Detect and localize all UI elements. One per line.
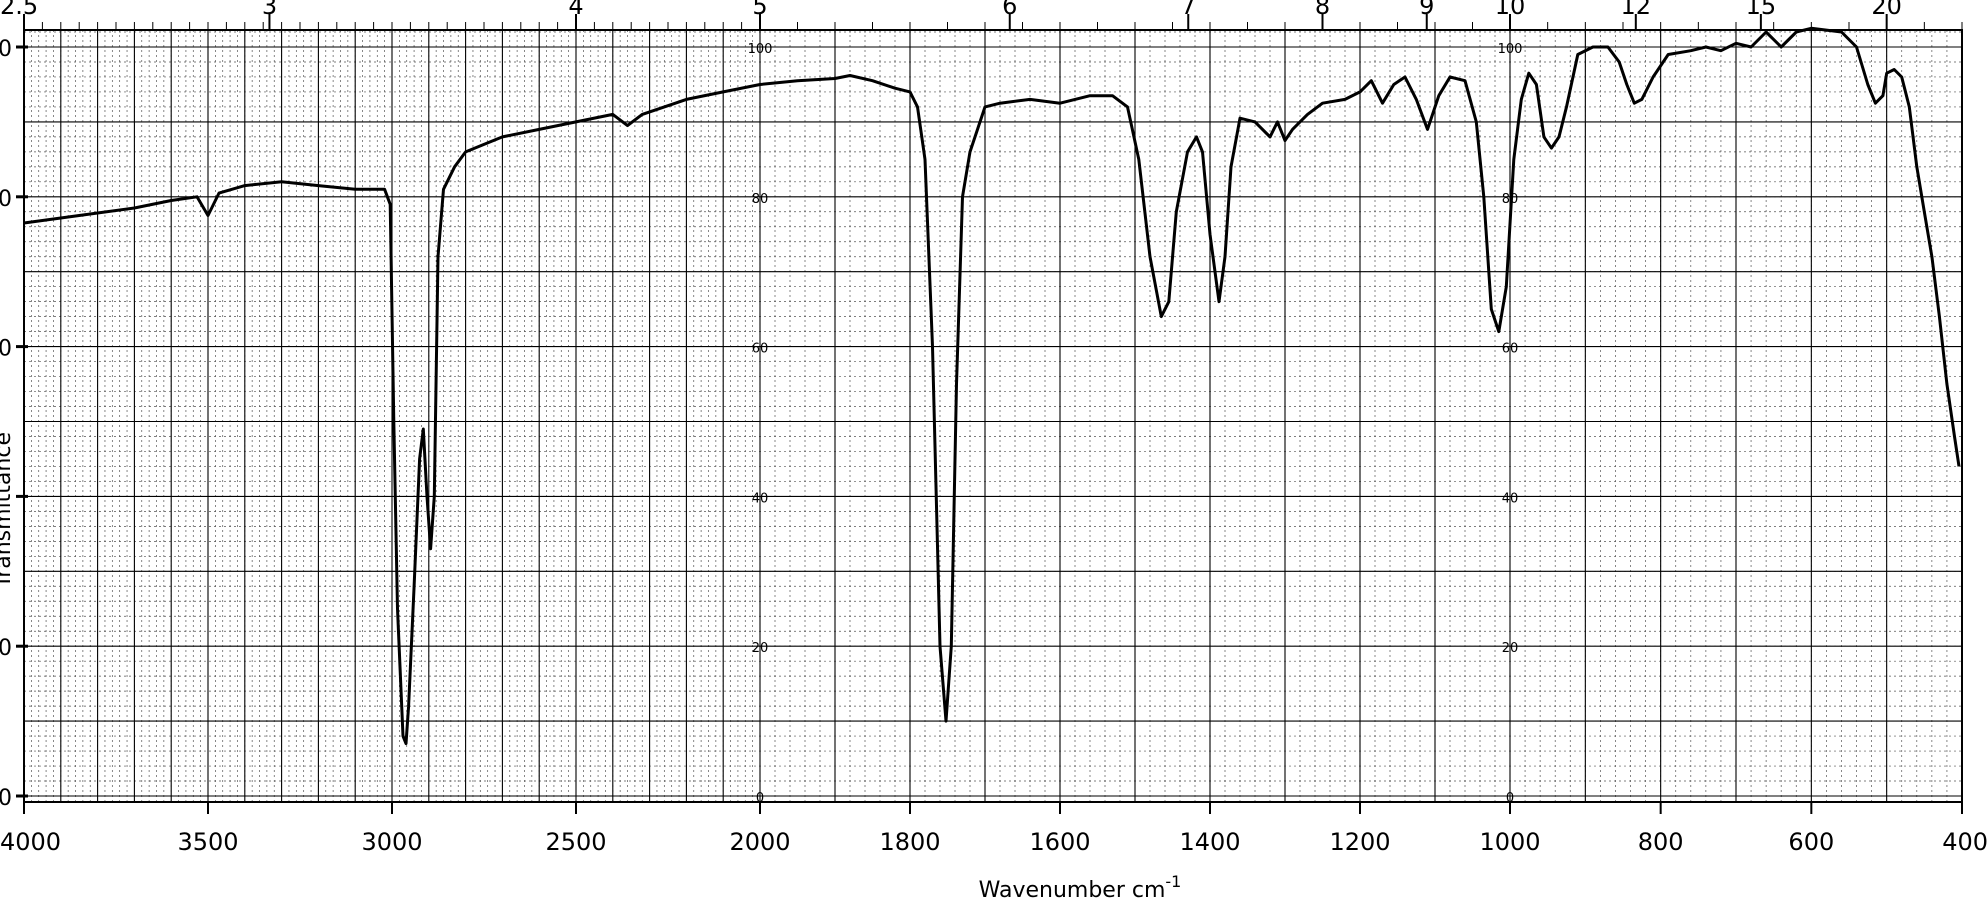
bottom-tick-label: 1400 [1179,828,1240,856]
top-tick-label: 6 [1002,0,1017,20]
top-tick-label: 2.5 [0,0,38,20]
inner-scale-label: 40 [1502,491,1519,506]
inner-scale-label: 40 [752,491,769,506]
bottom-tick-label: 800 [1638,828,1684,856]
top-tick-label: 9 [1419,0,1434,20]
left-marker-ticks [16,45,28,798]
inner-scale-label: 0 [1506,791,1514,806]
top-tick-label: 8 [1315,0,1330,20]
x-axis-label-text: Wavenumber cm [979,878,1166,900]
top-tick-label: 10 [1495,0,1526,20]
bottom-tick-label: 1000 [1479,828,1540,856]
top-tick-label: 7 [1181,0,1196,20]
x-axis-label-superscript: -1 [1165,872,1181,891]
inner-scale-label: 60 [752,342,769,357]
inner-scale-label: 20 [752,641,769,656]
left-tick-label: 0 [0,786,12,811]
top-tick-label: 3 [262,0,277,20]
major-grid [23,30,1963,802]
bottom-axis: 4000 3500 3000 2500 2000 1800 1600 1400 1200 1000… [0,802,1988,856]
minor-grid [23,30,1963,802]
inner-scale-label: 60 [1502,342,1519,357]
top-tick-label: 4 [568,0,583,20]
top-tick-label: 5 [752,0,767,20]
inner-scale-label: 0 [756,791,764,806]
bottom-tick-label: 2500 [545,828,606,856]
plot-frame [23,29,1963,803]
y-axis-label: Transmittance [0,432,16,589]
top-axis: 2.5 3 4 5 6 7 8 9 10 12 15 20 [0,0,1963,30]
bottom-tick-label: 1800 [879,828,940,856]
inner-scale-label: 100 [748,42,773,57]
top-tick-label: 12 [1621,0,1652,20]
left-tick-label: 0 [0,187,12,212]
bottom-tick-label: 1200 [1329,828,1390,856]
bottom-tick-label: 2000 [729,828,790,856]
bottom-tick-label: 4000 [0,828,61,856]
left-tick-label: 0 [0,37,12,62]
left-tick-label: 0 [0,636,12,661]
bottom-tick-label: 1600 [1029,828,1090,856]
left-axis: 0 0 0 0 0 [0,37,12,811]
bottom-tick-label: 3500 [177,828,238,856]
top-tick-label: 15 [1746,0,1777,20]
bottom-tick-label: 600 [1788,828,1834,856]
top-tick-label: 20 [1871,0,1902,20]
left-tick-label: 0 [0,337,12,362]
inner-scale-label: 20 [1502,641,1519,656]
spectrum-line [23,26,1961,746]
inner-scale-label: 100 [1498,42,1523,57]
x-axis-label: Wavenumber cm-1 [979,872,1182,900]
inner-scale-label: 80 [752,192,769,207]
bottom-tick-label: 3000 [361,828,422,856]
bottom-tick-label: 400 [1942,828,1988,856]
